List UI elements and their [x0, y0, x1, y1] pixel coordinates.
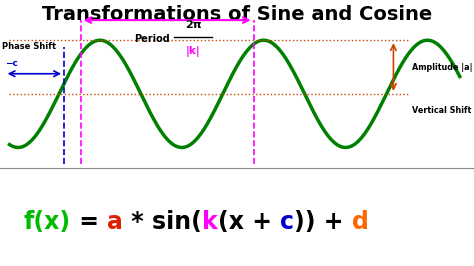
Text: 2π: 2π	[185, 20, 201, 30]
Text: Transformations of Sine and Cosine: Transformations of Sine and Cosine	[42, 5, 432, 24]
Text: Phase Shift: Phase Shift	[2, 42, 56, 51]
Text: Period: Period	[134, 34, 170, 44]
Text: d: d	[352, 210, 368, 234]
Text: * sin(: * sin(	[123, 210, 202, 234]
Text: f(x): f(x)	[24, 210, 71, 234]
Text: =: =	[71, 210, 107, 234]
Text: )) +: )) +	[294, 210, 352, 234]
Text: a: a	[107, 210, 123, 234]
Text: Amplitude |a|: Amplitude |a|	[412, 63, 473, 72]
Text: c: c	[280, 210, 294, 234]
Text: k: k	[202, 210, 218, 234]
Text: −c: −c	[5, 59, 18, 68]
Text: (x +: (x +	[218, 210, 280, 234]
Text: |k|: |k|	[186, 47, 201, 57]
Text: Vertical Shift: Vertical Shift	[412, 106, 472, 115]
